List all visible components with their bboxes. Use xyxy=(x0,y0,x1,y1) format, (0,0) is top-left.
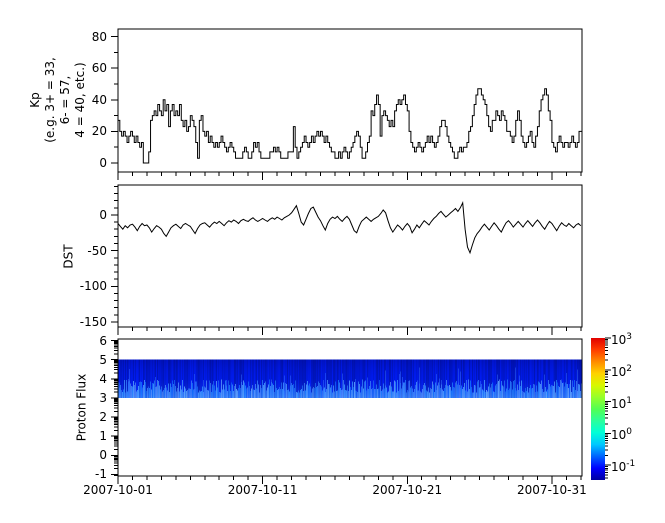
colorbar-tick-label: 101 xyxy=(611,395,633,411)
flux-ytick-label: -1 xyxy=(95,467,107,482)
x-tick-label: 2007-10-01 xyxy=(83,483,153,497)
kp-ytick-label: 0 xyxy=(99,155,107,170)
colorbar-tick-label: 100 xyxy=(611,427,633,443)
flux-ytick-label: 5 xyxy=(99,352,107,367)
x-tick-label: 2007-10-21 xyxy=(372,483,443,497)
dst-ytick-label: -150 xyxy=(79,315,107,329)
dst-ytick-label: 0 xyxy=(99,207,107,222)
flux-ytick-label: 4 xyxy=(99,371,107,386)
dst-ytick-label: -100 xyxy=(79,279,107,294)
colorbar-tick-label: 102 xyxy=(611,363,633,379)
kp-ytick-label: 40 xyxy=(91,92,107,107)
flux-ytick-label: 1 xyxy=(99,429,107,444)
colorbar-tick-label: 10-1 xyxy=(611,459,636,475)
flux-ytick-label: 6 xyxy=(99,333,107,348)
flux-ytick-label: 3 xyxy=(99,390,107,405)
kp-axis-label-line1: Kp xyxy=(28,92,42,108)
kp-ytick-label: 20 xyxy=(91,124,107,139)
x-tick-label: 2007-10-31 xyxy=(517,483,587,497)
dst-ytick-label: -50 xyxy=(87,243,107,258)
colorbar-tick-label: 103 xyxy=(611,332,633,347)
kp-ytick-label: 80 xyxy=(91,29,107,44)
kp-ytick-label: 60 xyxy=(91,61,107,76)
x-tick-label: 2007-10-11 xyxy=(227,483,298,497)
flux-ytick-label: 2 xyxy=(99,410,107,425)
flux-ytick-label: 0 xyxy=(99,448,107,463)
